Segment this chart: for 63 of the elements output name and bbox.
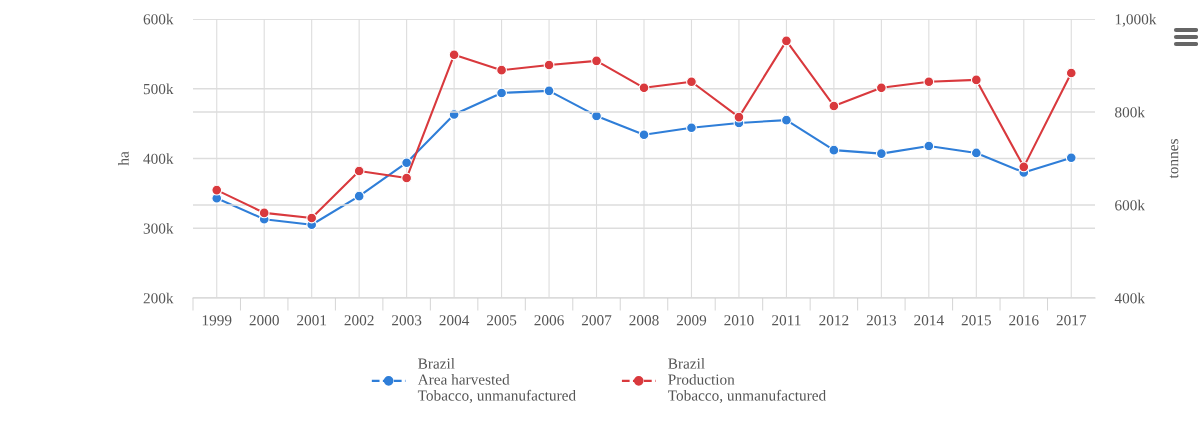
y-tick-label: 400k	[143, 153, 174, 164]
point	[353, 165, 365, 177]
legend-label: Brazil Production Tobacco, unmanufactured	[668, 358, 826, 403]
x-tick-label: 2013	[866, 315, 897, 326]
point	[686, 76, 697, 88]
point	[781, 35, 792, 47]
y-tick-label: 500k	[143, 83, 174, 95]
x-tick-label: 2010	[724, 315, 754, 326]
x-tick-label: 2007	[581, 315, 612, 326]
legend-label: Brazil Area harvested Tobacco, unmanufactured	[417, 358, 576, 403]
point	[828, 100, 840, 112]
point	[970, 74, 982, 86]
y2-axis-title: tonnes	[1169, 139, 1179, 179]
point	[306, 212, 318, 224]
x-tick-label: 1999	[202, 315, 232, 326]
point	[353, 190, 365, 202]
point	[970, 147, 982, 159]
x-tick-label: 2011	[772, 315, 801, 326]
point	[496, 64, 507, 76]
x-tick-label: 2002	[344, 315, 374, 326]
x-tick-label: 2005	[486, 315, 517, 326]
point	[875, 148, 887, 160]
y-tick-label: 200k	[143, 292, 174, 304]
y2-tick-label: 600k	[1115, 199, 1145, 211]
x-tick-label: 2001	[297, 315, 327, 326]
y-tick-label: 300k	[143, 222, 174, 234]
point	[401, 157, 413, 169]
x-tick-label: 2017	[1056, 315, 1087, 326]
point	[828, 144, 840, 156]
point	[1065, 152, 1077, 164]
point	[875, 82, 887, 94]
y-tick-label: 600k	[143, 13, 174, 25]
x-tick-label: 2003	[392, 315, 422, 326]
point	[781, 114, 792, 126]
point	[1018, 161, 1030, 173]
point	[923, 140, 935, 152]
point	[401, 172, 413, 184]
point	[923, 76, 935, 88]
x-tick-label: 2000	[249, 315, 279, 326]
point	[591, 55, 602, 67]
x-tick-label: 2006	[534, 315, 564, 326]
point	[638, 129, 650, 141]
point	[686, 122, 697, 134]
point	[1065, 67, 1077, 79]
y-axis-title: ha	[118, 151, 129, 166]
point	[543, 59, 555, 71]
x-tick-label: 2009	[676, 315, 707, 326]
y2-tick-label: 800k	[1115, 106, 1145, 118]
y2-tick-label: 1,000k	[1115, 13, 1157, 27]
point	[496, 87, 507, 99]
x-tick-label: 2016	[1009, 315, 1039, 326]
point	[543, 85, 555, 97]
x-tick-label: 2004	[439, 315, 470, 326]
point	[733, 111, 745, 123]
x-tick-label: 2015	[961, 315, 991, 326]
point	[258, 207, 270, 219]
point	[448, 49, 460, 61]
x-tick-label: 2014	[914, 315, 944, 326]
y2-tick-label: 400k	[1114, 292, 1145, 304]
x-tick-label: 2012	[819, 315, 849, 326]
x-tick-label: 2008	[629, 315, 659, 326]
point	[211, 184, 223, 196]
point	[638, 82, 650, 94]
